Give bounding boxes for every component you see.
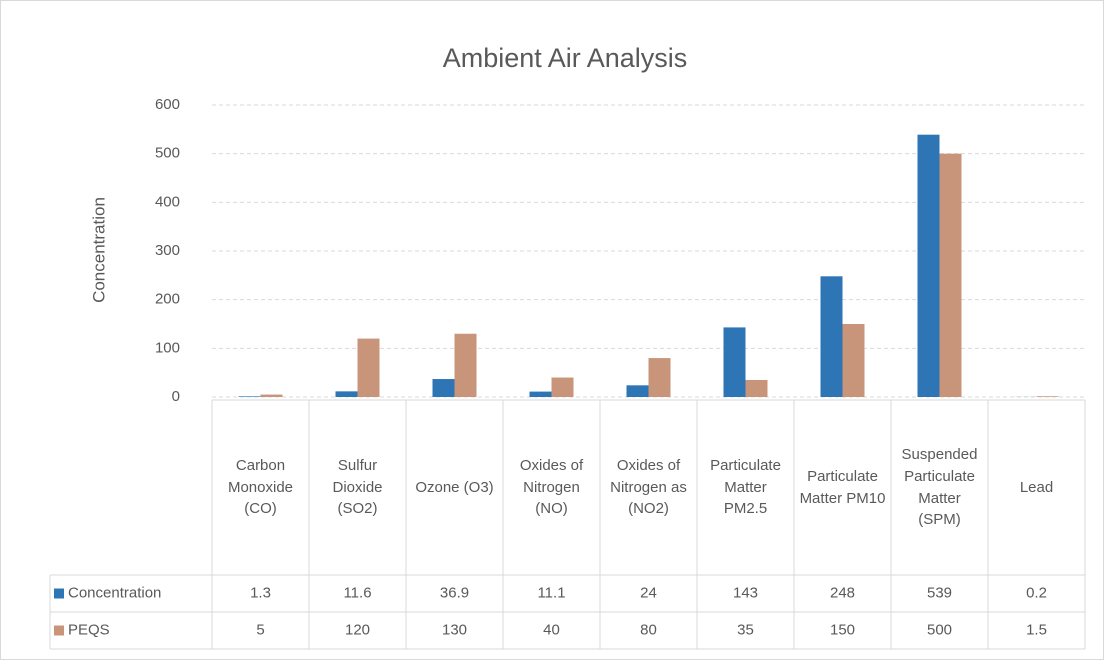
category-label: Particulate Matter PM2.5 xyxy=(710,456,781,518)
category-label: Sulfur Dioxide (SO2) xyxy=(332,456,383,518)
table-value: 80 xyxy=(640,621,657,638)
bar xyxy=(454,333,477,397)
y-tick-label: 200 xyxy=(155,291,180,308)
bar xyxy=(842,324,865,397)
bar xyxy=(335,391,358,397)
legend-swatch xyxy=(54,588,64,599)
category-label: Oxides of Nitrogen (NO) xyxy=(519,456,584,518)
bar xyxy=(939,153,962,397)
table-value: 11.1 xyxy=(537,584,565,601)
table-value: 120 xyxy=(345,621,370,638)
category-label-box: Suspended Particulate Matter (SPM) xyxy=(901,446,978,529)
table-value: 36.9 xyxy=(440,584,469,601)
y-tick-label: 500 xyxy=(155,145,180,162)
y-axis-label: Concentration xyxy=(89,197,108,303)
table-value: 150 xyxy=(830,621,855,638)
table-value: 11.6 xyxy=(343,584,371,601)
table-value: 5 xyxy=(256,621,264,638)
legend-label: PEQS xyxy=(68,621,110,638)
category-label: Suspended Particulate Matter (SPM) xyxy=(901,446,978,529)
table-value: 130 xyxy=(442,621,467,638)
y-tick-label: 0 xyxy=(172,388,180,405)
table-value: 1.5 xyxy=(1026,621,1047,638)
table-value: 40 xyxy=(543,621,560,638)
category-label-box: Particulate Matter PM2.5 xyxy=(710,456,781,518)
category-label: Particulate Matter PM10 xyxy=(799,467,886,507)
category-label-box: Oxides of Nitrogen (NO) xyxy=(519,456,584,518)
y-tick-label: 300 xyxy=(155,242,180,259)
bar xyxy=(723,327,746,397)
chart-title: Ambient Air Analysis xyxy=(443,43,688,73)
bar xyxy=(432,379,455,397)
category-label-box: Carbon Monoxide (CO) xyxy=(227,456,294,518)
table-value: 143 xyxy=(733,584,758,601)
bar xyxy=(357,338,380,397)
y-tick-label: 400 xyxy=(155,193,180,210)
bar xyxy=(551,377,574,397)
bar xyxy=(626,385,649,397)
bar xyxy=(260,394,283,397)
legend-label: Concentration xyxy=(68,584,161,601)
category-label: Carbon Monoxide (CO) xyxy=(227,456,294,518)
bar xyxy=(529,391,552,397)
table-value: 500 xyxy=(927,621,952,638)
category-label-box: Particulate Matter PM10 xyxy=(799,467,886,507)
y-tick-label: 600 xyxy=(155,96,180,113)
bar xyxy=(820,276,843,397)
table-value: 0.2 xyxy=(1026,584,1047,601)
bar xyxy=(917,134,940,398)
table-value: 248 xyxy=(830,584,855,601)
table-value: 24 xyxy=(640,584,657,601)
table-value: 539 xyxy=(927,584,952,601)
category-label-box: Oxides of Nitrogen as (NO2) xyxy=(610,456,687,518)
bar xyxy=(745,379,768,397)
legend-swatch xyxy=(54,625,64,636)
category-label-box: Lead xyxy=(1019,478,1054,496)
category-label: Oxides of Nitrogen as (NO2) xyxy=(610,456,687,518)
category-label-box: Ozone (O3) xyxy=(415,478,494,496)
table-value: 35 xyxy=(737,621,754,638)
category-label: Lead xyxy=(1019,478,1054,496)
bar xyxy=(238,396,261,397)
bar xyxy=(1036,396,1059,397)
category-label: Ozone (O3) xyxy=(415,478,494,496)
y-tick-label: 100 xyxy=(155,339,180,356)
category-label-box: Sulfur Dioxide (SO2) xyxy=(332,456,383,518)
table-value: 1.3 xyxy=(250,584,271,601)
bar xyxy=(648,358,671,397)
